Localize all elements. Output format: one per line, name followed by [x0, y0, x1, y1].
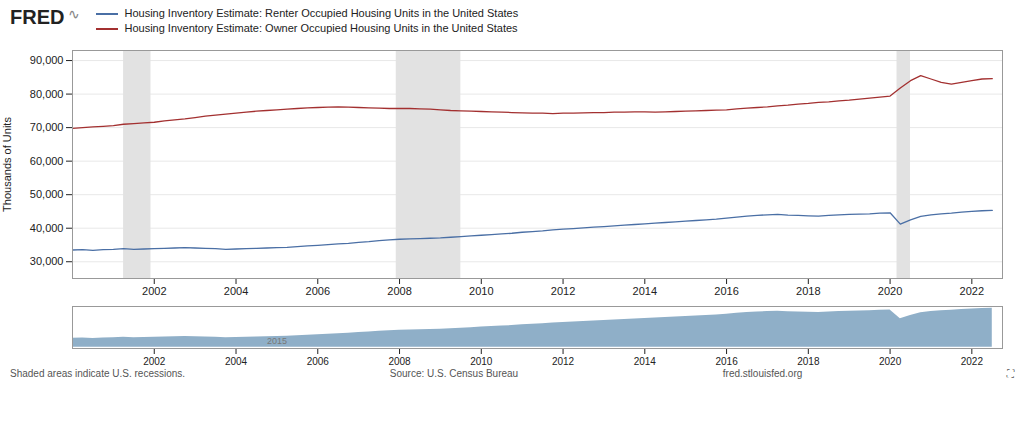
svg-text:2006: 2006 — [306, 285, 330, 297]
svg-text:2016: 2016 — [714, 285, 738, 297]
svg-text:2008: 2008 — [388, 356, 411, 367]
svg-text:2018: 2018 — [797, 356, 820, 367]
svg-text:2008: 2008 — [387, 285, 411, 297]
html-text:fred.stlouisfed.org: fred.stlouisfed.org — [722, 368, 803, 379]
svg-text:2016: 2016 — [715, 356, 738, 367]
svg-text:2004: 2004 — [225, 356, 248, 367]
svg-text:2012: 2012 — [551, 285, 575, 297]
html-text:Shaded areas indicate U.S. rec: Shaded areas indicate U.S. recessions. — [10, 368, 186, 379]
svg-text:2002: 2002 — [142, 285, 166, 297]
svg-text:2015: 2015 — [267, 336, 287, 346]
svg-text:2010: 2010 — [469, 285, 493, 297]
svg-text:40,000: 40,000 — [30, 222, 64, 234]
svg-text:60,000: 60,000 — [30, 155, 64, 167]
svg-text:2012: 2012 — [552, 356, 575, 367]
svg-text:2014: 2014 — [634, 356, 657, 367]
svg-text:2004: 2004 — [224, 285, 248, 297]
svg-text:2022: 2022 — [961, 356, 984, 367]
html-text:Source: U.S. Census Bureau: Source: U.S. Census Bureau — [389, 368, 519, 379]
html-text:Housing Inventory Estimate: Re: Housing Inventory Estimate: Renter Occup… — [124, 7, 519, 19]
html-text:Housing Inventory Estimate: Ow: Housing Inventory Estimate: Owner Occupi… — [124, 22, 518, 34]
svg-text:90,000: 90,000 — [30, 54, 64, 66]
svg-text:2018: 2018 — [796, 285, 820, 297]
svg-text:2022: 2022 — [960, 285, 984, 297]
svg-text:80,000: 80,000 — [30, 88, 64, 100]
svg-text:70,000: 70,000 — [30, 121, 64, 133]
svg-text:2006: 2006 — [307, 356, 330, 367]
svg-text:50,000: 50,000 — [30, 188, 64, 200]
svg-text:2010: 2010 — [470, 356, 493, 367]
svg-text:2002: 2002 — [143, 356, 166, 367]
svg-text:30,000: 30,000 — [30, 255, 64, 267]
html-text:FRED ∿: FRED ∿ — [10, 6, 81, 28]
svg-text:2020: 2020 — [879, 356, 902, 367]
svg-text:Thousands of Units: Thousands of Units — [1, 117, 13, 212]
svg-text:2020: 2020 — [878, 285, 902, 297]
svg-text:2014: 2014 — [633, 285, 657, 297]
